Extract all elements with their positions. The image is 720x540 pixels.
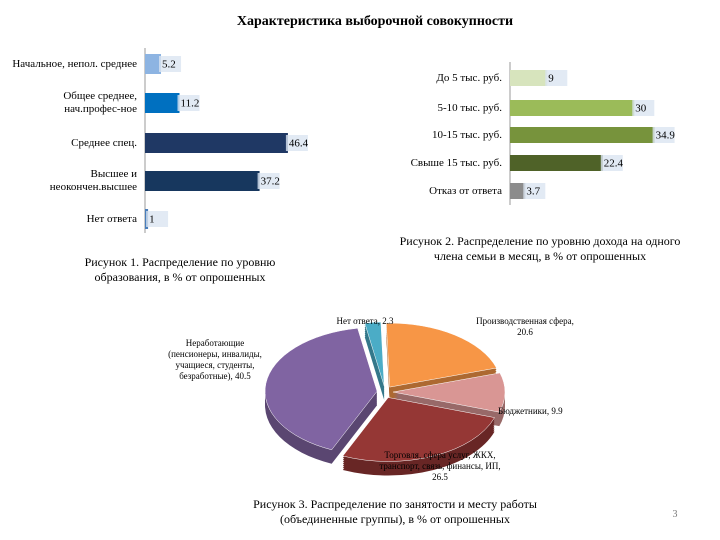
slice-label: Торговля, сфера услуг, ЖКХ, транспорт, с… xyxy=(379,450,501,482)
bar xyxy=(145,93,180,113)
chart-caption: Рисунок 1. Распределение по уровню образ… xyxy=(84,255,276,284)
category-label: Общее среднее, нач.профес-ное xyxy=(63,90,137,115)
slice-label: Производственная сфера, 20.6 xyxy=(476,316,574,337)
value-label: 30 xyxy=(635,103,647,115)
slice-label: Неработающие (пенсионеры, инвалиды, учащ… xyxy=(168,338,262,381)
bar xyxy=(510,183,526,199)
category-label: Свыше 15 тыс. руб. xyxy=(410,156,502,169)
category-label: Нет ответа xyxy=(86,212,137,225)
slice xyxy=(364,321,385,387)
value-box xyxy=(285,135,308,151)
value-label: 5.2 xyxy=(162,59,176,71)
value-box xyxy=(257,173,280,189)
bar xyxy=(510,127,655,143)
category-label: 5-10 тыс. руб. xyxy=(437,101,502,114)
category-label: Высшее и неокончен.высшее xyxy=(49,168,137,193)
bar xyxy=(145,171,260,191)
value-box xyxy=(146,211,169,227)
value-label: 46.4 xyxy=(289,138,309,150)
slice xyxy=(342,397,495,462)
category-label: 10-15 тыс. руб. xyxy=(431,128,502,141)
category-label: До 5 тыс. руб. xyxy=(436,71,502,84)
slice-label: Нет ответа, 2.3 xyxy=(336,316,394,326)
slice xyxy=(392,372,506,413)
value-label: 3.7 xyxy=(526,186,540,198)
page-number: 3 xyxy=(672,509,678,520)
value-box xyxy=(523,183,546,199)
value-label: 11.2 xyxy=(180,98,199,110)
value-box xyxy=(632,100,655,116)
chart-caption: Рисунок 2. Распределение по уровню доход… xyxy=(399,234,681,263)
value-label: 34.9 xyxy=(656,130,676,142)
value-box xyxy=(545,70,568,86)
category-label: Среднее спец. xyxy=(71,136,137,149)
value-box xyxy=(177,95,200,111)
value-box xyxy=(652,127,675,143)
value-box xyxy=(159,56,182,72)
category-label: Отказ от ответа xyxy=(429,184,502,197)
bar xyxy=(145,54,162,74)
bar xyxy=(510,70,548,86)
value-label: 22.4 xyxy=(604,158,624,170)
slice-label: Бюджетники, 9.9 xyxy=(498,406,563,416)
category-label: Начальное, непол. среднее xyxy=(12,57,137,70)
bar xyxy=(510,155,603,171)
value-label: 37.2 xyxy=(261,176,280,188)
chart-caption: Рисунок 3. Распределение по занятости и … xyxy=(253,497,537,526)
value-label: 9 xyxy=(548,73,554,85)
slice xyxy=(386,322,497,388)
value-label: 1 xyxy=(149,214,155,226)
value-box xyxy=(600,155,623,171)
slice xyxy=(264,327,378,451)
bar xyxy=(510,100,635,116)
slide-title: Характеристика выборочной совокупности xyxy=(236,14,514,29)
bar xyxy=(145,133,288,153)
